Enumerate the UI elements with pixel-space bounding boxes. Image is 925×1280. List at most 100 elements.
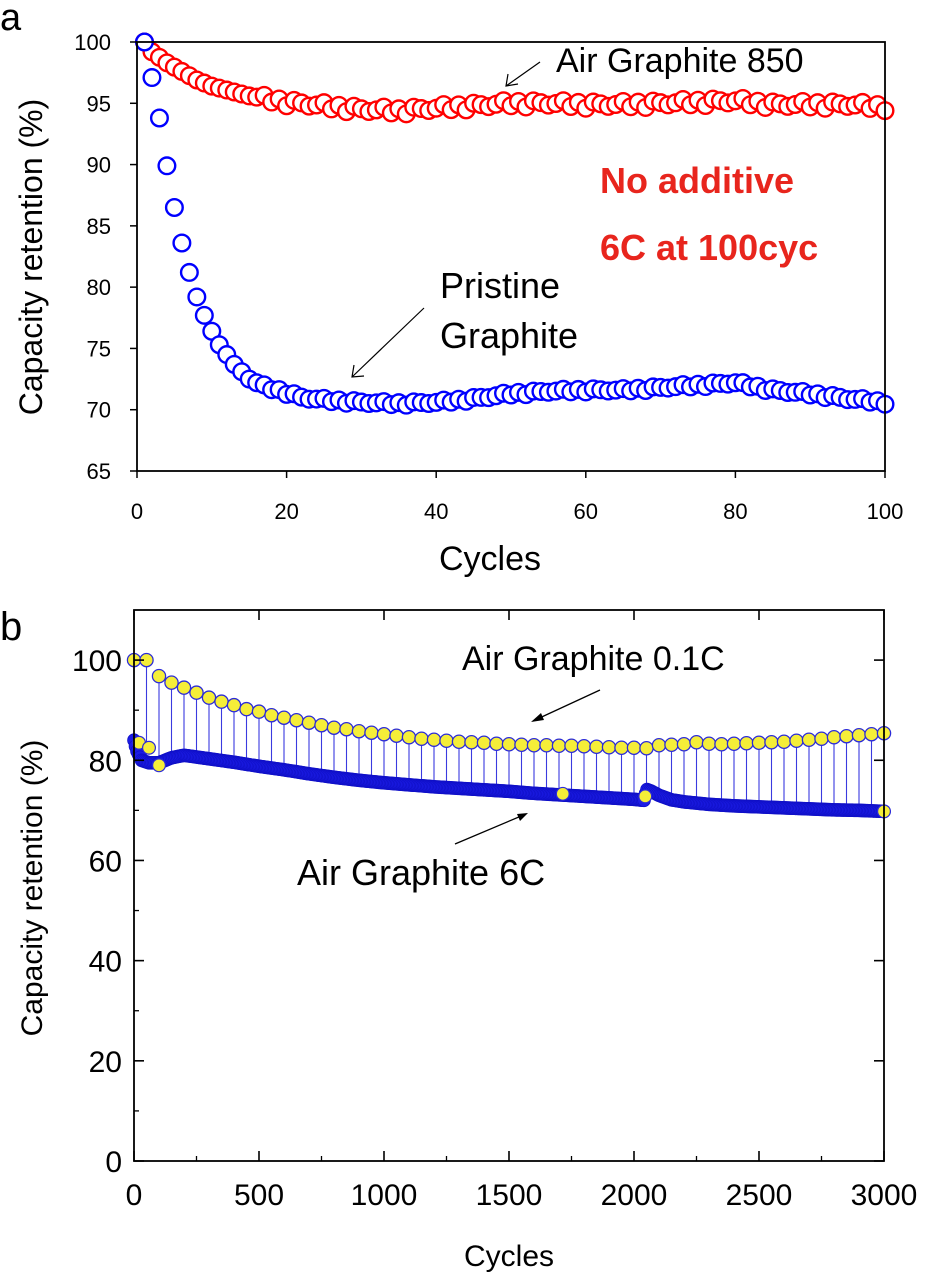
- air-graphite-01c-point: [364, 725, 379, 740]
- air-graphite-6c-point: [638, 789, 653, 804]
- arrowhead-pristine-graphite: [351, 364, 365, 378]
- air-graphite-01c-point: [776, 734, 792, 749]
- air-graphite-01c-point: [201, 690, 217, 705]
- air-graphite-01c-point: [864, 726, 879, 742]
- air-graphite-01c-point: [476, 735, 492, 750]
- air-graphite-01c-point: [214, 694, 229, 709]
- panel-b: b 0 500 1000 1500 2000 2500 3000 0 20 40 60 80 100 A…: [0, 605, 917, 1273]
- panel-a-y-tick-label: 90: [87, 153, 111, 178]
- air-graphite-01c-point: [801, 732, 817, 747]
- air-graphite-01c-point: [789, 733, 804, 748]
- air-graphite-01c-point: [714, 736, 729, 752]
- panel-a-y-tick-label: 65: [87, 459, 111, 484]
- panel-b-y-tick-label: 60: [89, 845, 122, 878]
- air-graphite-01c-point: [501, 736, 517, 752]
- air-graphite-01c-point: [276, 710, 292, 725]
- air-graphite-01c-point: [739, 735, 754, 751]
- panel-b-y-tick-label: 100: [72, 645, 122, 678]
- pristine-graphite-point: [194, 305, 214, 325]
- air-graphite-01c-point: [726, 736, 742, 751]
- panel-b-y-axis-label: Capacity retention (%): [16, 740, 49, 1037]
- air-graphite-01c-point: [426, 732, 442, 747]
- panel-b-y-tick-label: 40: [89, 946, 122, 979]
- panel-b-x-tick-label: 2500: [726, 1179, 793, 1212]
- pristine-graphite-point: [179, 262, 199, 282]
- arrow-pristine-graphite: [351, 307, 425, 378]
- air-graphite-01c-point: [614, 740, 629, 756]
- annotation-air-graphite-01c: Air Graphite 0.1C: [462, 640, 725, 678]
- air-graphite-01c-point: [439, 733, 454, 748]
- air-graphite-01c-point: [464, 734, 479, 750]
- panel-b-label: b: [0, 605, 22, 649]
- pristine-graphite-point: [187, 287, 207, 307]
- air-graphite-01c-point: [626, 740, 642, 756]
- panel-a-y-tick-label: 95: [87, 91, 111, 116]
- panel-a-y-tick-label: 80: [87, 275, 111, 300]
- air-graphite-01c-point: [339, 721, 354, 737]
- panel-b-x-tick-label: 0: [126, 1179, 143, 1212]
- annotation-pristine-line1: Pristine: [440, 265, 560, 306]
- panel-b-y-tick-label: 0: [105, 1146, 122, 1179]
- arrowhead-air-graphite-850: [505, 73, 519, 87]
- air-graphite-01c-point: [189, 685, 204, 700]
- pristine-graphite-point: [164, 197, 184, 217]
- panel-b-x-tick-label: 2000: [601, 1179, 668, 1212]
- air-graphite-01c-point: [551, 738, 567, 753]
- arrow-air-graphite-850: [505, 61, 541, 87]
- air-graphite-01c-point: [526, 737, 542, 753]
- air-graphite-01c-point: [764, 734, 779, 750]
- panel-a-x-axis-label: Cycles: [439, 540, 541, 578]
- air-graphite-01c-point: [564, 738, 579, 753]
- air-graphite-01c-point: [301, 715, 317, 730]
- arrowhead-air-graphite-01c: [531, 713, 544, 722]
- air-graphite-01c-point: [576, 738, 592, 754]
- annotation-air-graphite-6c: Air Graphite 6C: [297, 852, 545, 893]
- panel-b-x-tick-label: 500: [234, 1179, 284, 1212]
- air-graphite-01c-point: [751, 735, 767, 750]
- air-graphite-01c-point: [589, 739, 604, 754]
- pristine-graphite-point: [172, 233, 192, 253]
- panel-a-y-axis-label: Capacity retention (%): [13, 99, 49, 416]
- panel-b-droplines: [133, 660, 885, 812]
- arrow-air-graphite-6c: [454, 813, 527, 845]
- panel-b-x-tick-label: 1500: [476, 1179, 543, 1212]
- arrowhead-air-graphite-6c: [517, 813, 528, 821]
- annotation-no-additive: No additive: [600, 160, 794, 201]
- air-graphite-01c-point: [451, 734, 467, 749]
- air-graphite-01c-point: [839, 728, 854, 744]
- air-graphite-01c-point: [389, 728, 404, 743]
- air-graphite-6c-point: [142, 740, 157, 755]
- air-graphite-01c-point: [289, 712, 304, 728]
- panel-a-y-tick-label: 85: [87, 214, 111, 239]
- panel-a-y-tick-label: 70: [87, 398, 111, 423]
- air-graphite-01c-point: [401, 729, 417, 745]
- air-graphite-01c-point: [664, 737, 679, 752]
- panel-b-ticks: 0 500 1000 1500 2000 2500 3000 0 20 40 60 80 100: [72, 610, 917, 1212]
- pristine-graphite-point: [157, 156, 177, 176]
- air-graphite-01c-point: [676, 736, 692, 752]
- air-graphite-01c-point: [314, 717, 329, 733]
- air-graphite-6c-point: [152, 758, 167, 773]
- air-graphite-01c-point: [539, 737, 554, 753]
- panel-a-x-tick-label: 20: [274, 499, 298, 524]
- panel-a-x-tick-label: 80: [723, 499, 747, 524]
- air-graphite-01c-point: [351, 723, 367, 739]
- panel-a-markers: [134, 32, 895, 415]
- air-graphite-01c-point: [489, 736, 504, 751]
- panel-a-ticks: 0 20 40 60 80 100 65 70 75 80 85 90 95 100: [74, 30, 903, 524]
- panel-b-markers: [126, 652, 892, 819]
- air-graphite-01c-point: [326, 720, 342, 735]
- pristine-graphite-point: [149, 108, 169, 128]
- panel-b-x-tick-label: 1000: [351, 1179, 418, 1212]
- air-graphite-01c-point: [851, 727, 867, 743]
- arrow-air-graphite-01c: [532, 689, 601, 722]
- air-graphite-01c-point: [414, 731, 429, 746]
- panel-a-x-tick-label: 40: [424, 499, 448, 524]
- panel-b-y-tick-label: 80: [89, 745, 122, 778]
- panel-b-x-tick-label: 3000: [851, 1179, 918, 1212]
- air-graphite-01c-point: [826, 729, 842, 745]
- air-graphite-01c-point: [814, 731, 829, 746]
- panel-a-plot-frame: [136, 41, 886, 472]
- panel-a-y-tick-label: 100: [74, 30, 111, 55]
